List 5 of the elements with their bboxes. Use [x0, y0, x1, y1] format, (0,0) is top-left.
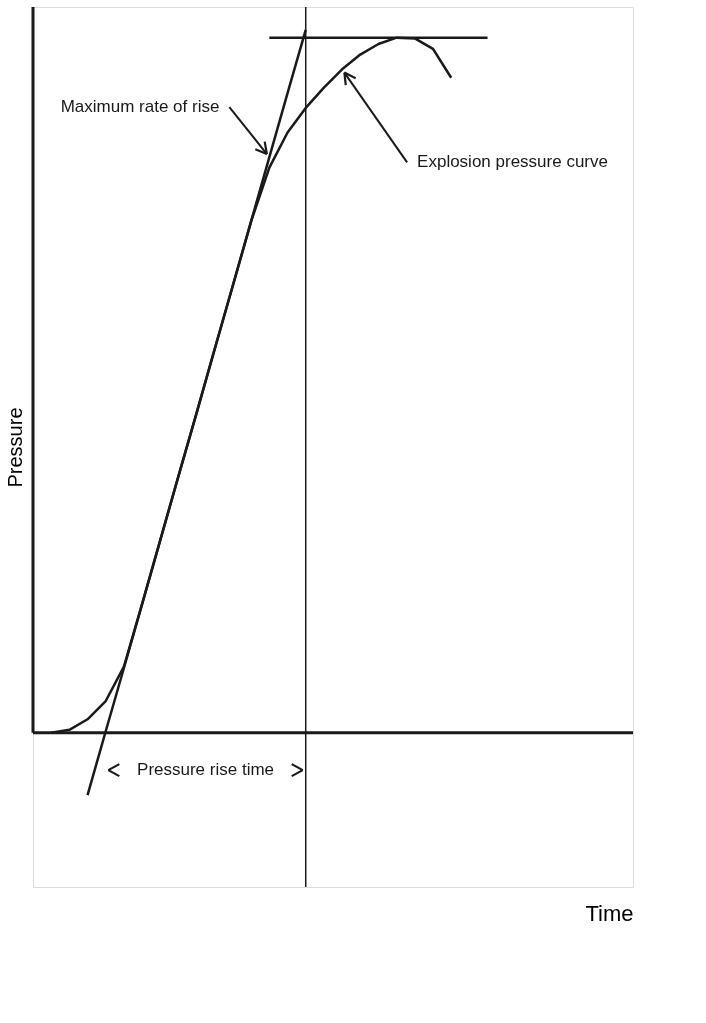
annotation: Explosion pressure curve: [417, 152, 608, 172]
y-axis-title: Pressure: [3, 407, 26, 488]
annotation: Pressure rise time: [137, 760, 275, 780]
annotation: Maximum rate of rise: [60, 97, 220, 117]
x-axis-title: Time: [585, 900, 634, 926]
